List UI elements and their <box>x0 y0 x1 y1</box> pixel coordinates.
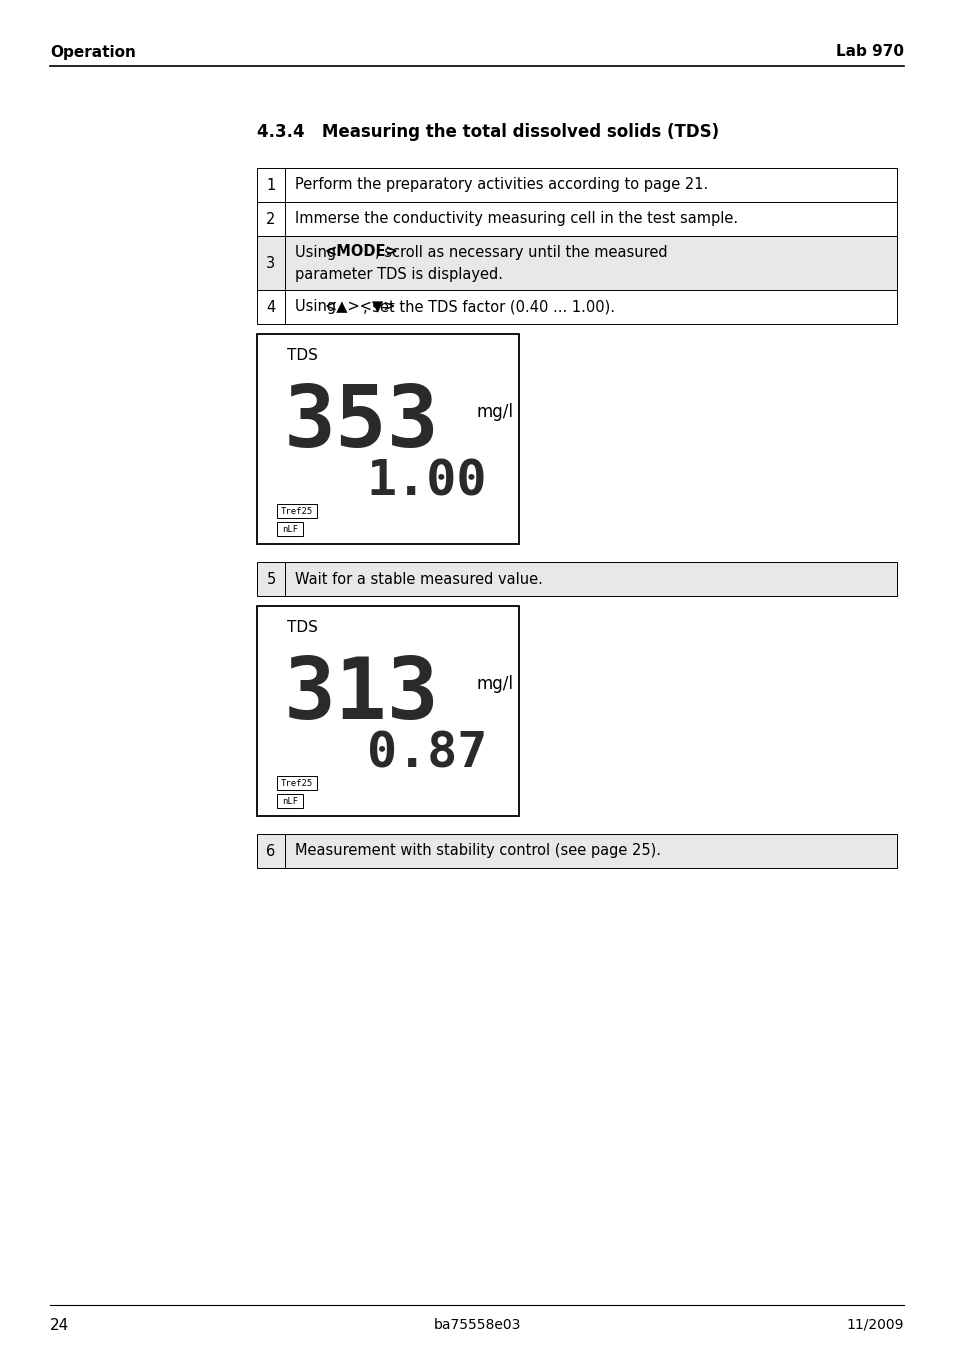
Text: 4: 4 <box>266 300 275 315</box>
Text: TDS: TDS <box>287 349 317 363</box>
Text: mg/l: mg/l <box>476 676 514 693</box>
Bar <box>256 236 896 290</box>
Bar <box>256 203 896 236</box>
Text: 2: 2 <box>266 212 275 227</box>
Text: TDS: TDS <box>287 620 317 635</box>
Text: 6: 6 <box>266 843 275 858</box>
Text: Using: Using <box>294 300 340 315</box>
Text: 1: 1 <box>266 177 275 192</box>
Text: Wait for a stable measured value.: Wait for a stable measured value. <box>294 571 542 586</box>
Text: <MODE>: <MODE> <box>325 245 398 259</box>
Bar <box>256 562 896 596</box>
Text: Tref25: Tref25 <box>280 507 313 516</box>
Text: Immerse the conductivity measuring cell in the test sample.: Immerse the conductivity measuring cell … <box>294 212 738 227</box>
Text: , set the TDS factor (0.40 ... 1.00).: , set the TDS factor (0.40 ... 1.00). <box>363 300 615 315</box>
Bar <box>256 607 518 816</box>
Text: nLF: nLF <box>282 524 297 534</box>
Text: 0.87: 0.87 <box>366 730 487 778</box>
Text: Perform the preparatory activities according to page 21.: Perform the preparatory activities accor… <box>294 177 707 192</box>
Text: Measurement with stability control (see page 25).: Measurement with stability control (see … <box>294 843 660 858</box>
Bar <box>276 521 303 536</box>
Text: mg/l: mg/l <box>476 403 514 422</box>
Text: 24: 24 <box>50 1317 70 1332</box>
Text: <▲><▼>: <▲><▼> <box>325 300 396 315</box>
Text: 11/2009: 11/2009 <box>845 1319 903 1332</box>
Text: Lab 970: Lab 970 <box>835 45 903 59</box>
Text: 313: 313 <box>284 654 439 738</box>
Text: , scroll as necessary until the measured: , scroll as necessary until the measured <box>375 245 667 259</box>
Bar <box>256 334 518 544</box>
Bar <box>276 775 316 790</box>
Bar <box>256 834 896 867</box>
Bar <box>256 168 896 203</box>
Text: 3: 3 <box>266 255 275 270</box>
Text: nLF: nLF <box>282 797 297 805</box>
Text: 4.3.4   Measuring the total dissolved solids (TDS): 4.3.4 Measuring the total dissolved soli… <box>256 123 719 141</box>
Text: Operation: Operation <box>50 45 135 59</box>
Text: 1.00: 1.00 <box>366 458 487 507</box>
Text: parameter TDS is displayed.: parameter TDS is displayed. <box>294 266 502 281</box>
Text: 5: 5 <box>266 571 275 586</box>
Text: 353: 353 <box>284 382 439 466</box>
Bar <box>276 794 303 808</box>
Text: ba75558e03: ba75558e03 <box>433 1319 520 1332</box>
Bar <box>256 290 896 324</box>
Bar <box>276 504 316 517</box>
Text: Using: Using <box>294 245 340 259</box>
Text: Tref25: Tref25 <box>280 778 313 788</box>
